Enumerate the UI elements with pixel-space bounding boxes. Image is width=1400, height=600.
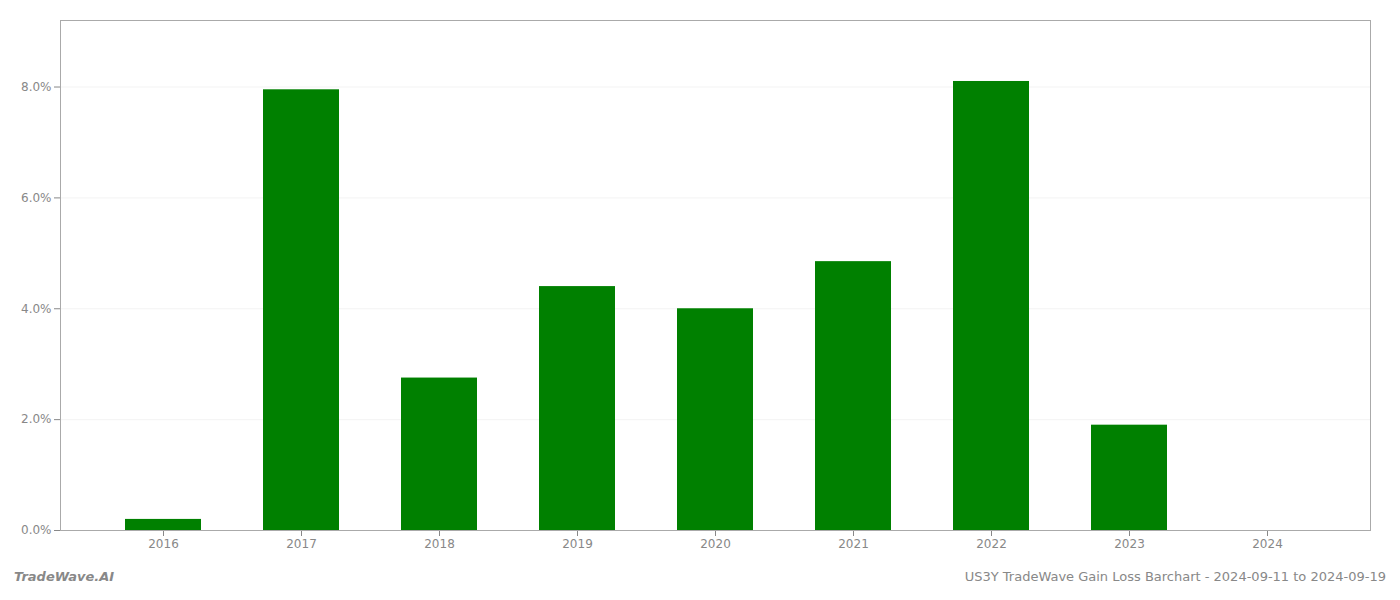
svg-text:2023: 2023	[1114, 537, 1145, 551]
svg-text:6.0%: 6.0%	[21, 191, 52, 205]
html-text:US3Y TradeWave Gain Loss Barch: US3Y TradeWave Gain Loss Barchart - 2024…	[964, 569, 1386, 584]
html-text:TradeWave.AI: TradeWave.AI	[14, 569, 115, 584]
svg-text:2018: 2018	[424, 537, 455, 551]
svg-text:0.0%: 0.0%	[21, 523, 52, 537]
svg-text:2022: 2022	[976, 537, 1007, 551]
svg-text:2017: 2017	[286, 537, 317, 551]
svg-text:2021: 2021	[838, 537, 869, 551]
svg-text:2024: 2024	[1252, 537, 1283, 551]
svg-text:2020: 2020	[700, 537, 731, 551]
svg-text:8.0%: 8.0%	[21, 80, 52, 94]
svg-text:2.0%: 2.0%	[21, 412, 52, 426]
svg-text:2016: 2016	[148, 537, 179, 551]
svg-text:4.0%: 4.0%	[21, 302, 52, 316]
svg-text:2019: 2019	[562, 537, 593, 551]
